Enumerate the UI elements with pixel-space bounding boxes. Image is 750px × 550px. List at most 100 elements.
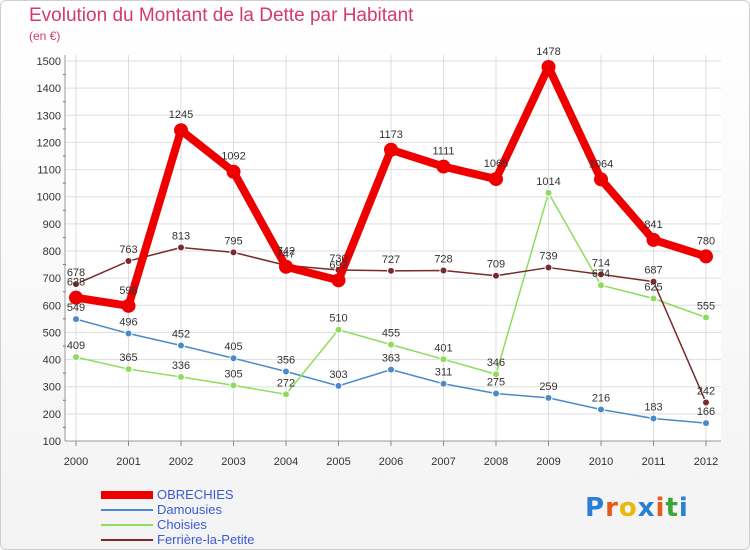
y-tick-label: 1300 — [37, 110, 61, 122]
legend-item: Choisies — [101, 517, 255, 532]
data-point — [177, 341, 185, 350]
data-label: 714 — [592, 257, 610, 269]
x-tick-label: 2005 — [326, 456, 350, 468]
data-point — [594, 172, 608, 187]
data-label: 841 — [644, 219, 662, 231]
data-label: 747 — [277, 248, 295, 260]
legend-item: OBRECHIES — [101, 487, 255, 502]
data-point — [436, 159, 451, 174]
y-tick-label: 100 — [43, 436, 61, 448]
data-point — [387, 340, 395, 349]
data-label: 510 — [329, 313, 347, 325]
data-label: 183 — [644, 401, 662, 413]
data-point — [492, 370, 500, 379]
chart-unit: (en €) — [29, 29, 61, 43]
data-point — [649, 414, 658, 423]
data-label: 739 — [539, 251, 557, 263]
chart-title: Evolution du Montant de la Dette par Hab… — [29, 5, 414, 26]
data-label: 275 — [487, 377, 505, 389]
data-point — [702, 313, 710, 322]
logo-letter: t — [665, 493, 679, 523]
data-label: 549 — [67, 302, 85, 314]
data-label: 452 — [172, 328, 190, 340]
x-tick-label: 2009 — [536, 456, 560, 468]
data-point — [646, 232, 661, 247]
data-point — [124, 329, 133, 338]
data-label: 1173 — [379, 129, 403, 141]
legend-swatch — [101, 523, 153, 526]
data-label: 780 — [697, 235, 715, 247]
data-point — [597, 405, 605, 414]
logo-letter: P — [585, 493, 606, 523]
data-point — [649, 294, 658, 303]
data-point — [649, 277, 658, 286]
legend-swatch — [101, 508, 153, 511]
y-tick-label: 1100 — [37, 165, 61, 177]
data-label: 555 — [697, 301, 715, 313]
x-tick-label: 2004 — [274, 456, 298, 468]
data-point — [439, 355, 448, 364]
data-point — [489, 172, 503, 187]
data-point — [282, 390, 290, 399]
data-label: 709 — [487, 259, 505, 271]
legend-label: OBRECHIES — [157, 487, 234, 502]
data-label: 742 — [277, 246, 295, 258]
data-label: 496 — [119, 317, 137, 329]
data-point — [124, 257, 133, 266]
data-label: 405 — [224, 341, 242, 353]
data-label: 692 — [329, 259, 347, 271]
data-point — [439, 266, 448, 275]
x-tick-label: 2007 — [431, 456, 455, 468]
data-label: 305 — [224, 368, 242, 380]
data-label: 455 — [382, 328, 400, 340]
data-point — [124, 365, 133, 374]
proxiti-logo: Proxiti — [585, 493, 689, 523]
legend-item: Damousies — [101, 502, 255, 517]
x-tick-label: 2002 — [169, 456, 193, 468]
legend-item: Ferrière-la-Petite — [101, 532, 255, 547]
legend: OBRECHIES Damousies Choisies Ferrière-la-Pe… — [101, 487, 255, 547]
data-point — [702, 398, 710, 407]
data-label: 401 — [434, 342, 452, 354]
data-label: 311 — [435, 367, 453, 379]
data-point — [177, 243, 185, 252]
logo-letter: o — [618, 493, 638, 523]
x-tick-label: 2011 — [642, 456, 666, 468]
y-tick-label: 900 — [43, 219, 61, 231]
data-point — [72, 353, 80, 362]
legend-label: Choisies — [157, 517, 207, 532]
legend-swatch — [101, 538, 153, 541]
data-label: 598 — [119, 285, 137, 297]
data-label: 346 — [487, 357, 505, 369]
data-label: 1092 — [221, 151, 245, 163]
y-tick-label: 1000 — [37, 192, 61, 204]
y-tick-label: 500 — [43, 327, 61, 339]
data-point — [334, 325, 343, 334]
y-tick-label: 700 — [43, 273, 61, 285]
logo-letter: r — [605, 493, 619, 523]
y-tick-label: 300 — [43, 382, 61, 394]
data-point — [597, 281, 605, 290]
logo-letter: i — [678, 493, 689, 523]
data-label: 336 — [172, 360, 190, 372]
data-label: 409 — [67, 340, 85, 352]
legend-swatch — [101, 490, 153, 499]
data-label: 1478 — [536, 46, 560, 58]
data-point — [334, 381, 343, 390]
data-point — [72, 280, 80, 289]
logo-letter: i — [655, 493, 666, 523]
data-label: 242 — [697, 385, 715, 397]
data-label: 1014 — [536, 176, 560, 188]
y-tick-label: 200 — [43, 409, 61, 421]
data-label: 628 — [67, 277, 85, 289]
data-point — [544, 188, 553, 197]
y-tick-label: 1500 — [37, 56, 61, 68]
data-point — [121, 298, 136, 313]
y-tick-label: 600 — [43, 300, 61, 312]
x-tick-label: 2010 — [589, 456, 613, 468]
data-point — [331, 273, 346, 288]
data-point — [702, 419, 710, 428]
data-point — [541, 59, 556, 74]
data-label: 1064 — [589, 158, 613, 170]
